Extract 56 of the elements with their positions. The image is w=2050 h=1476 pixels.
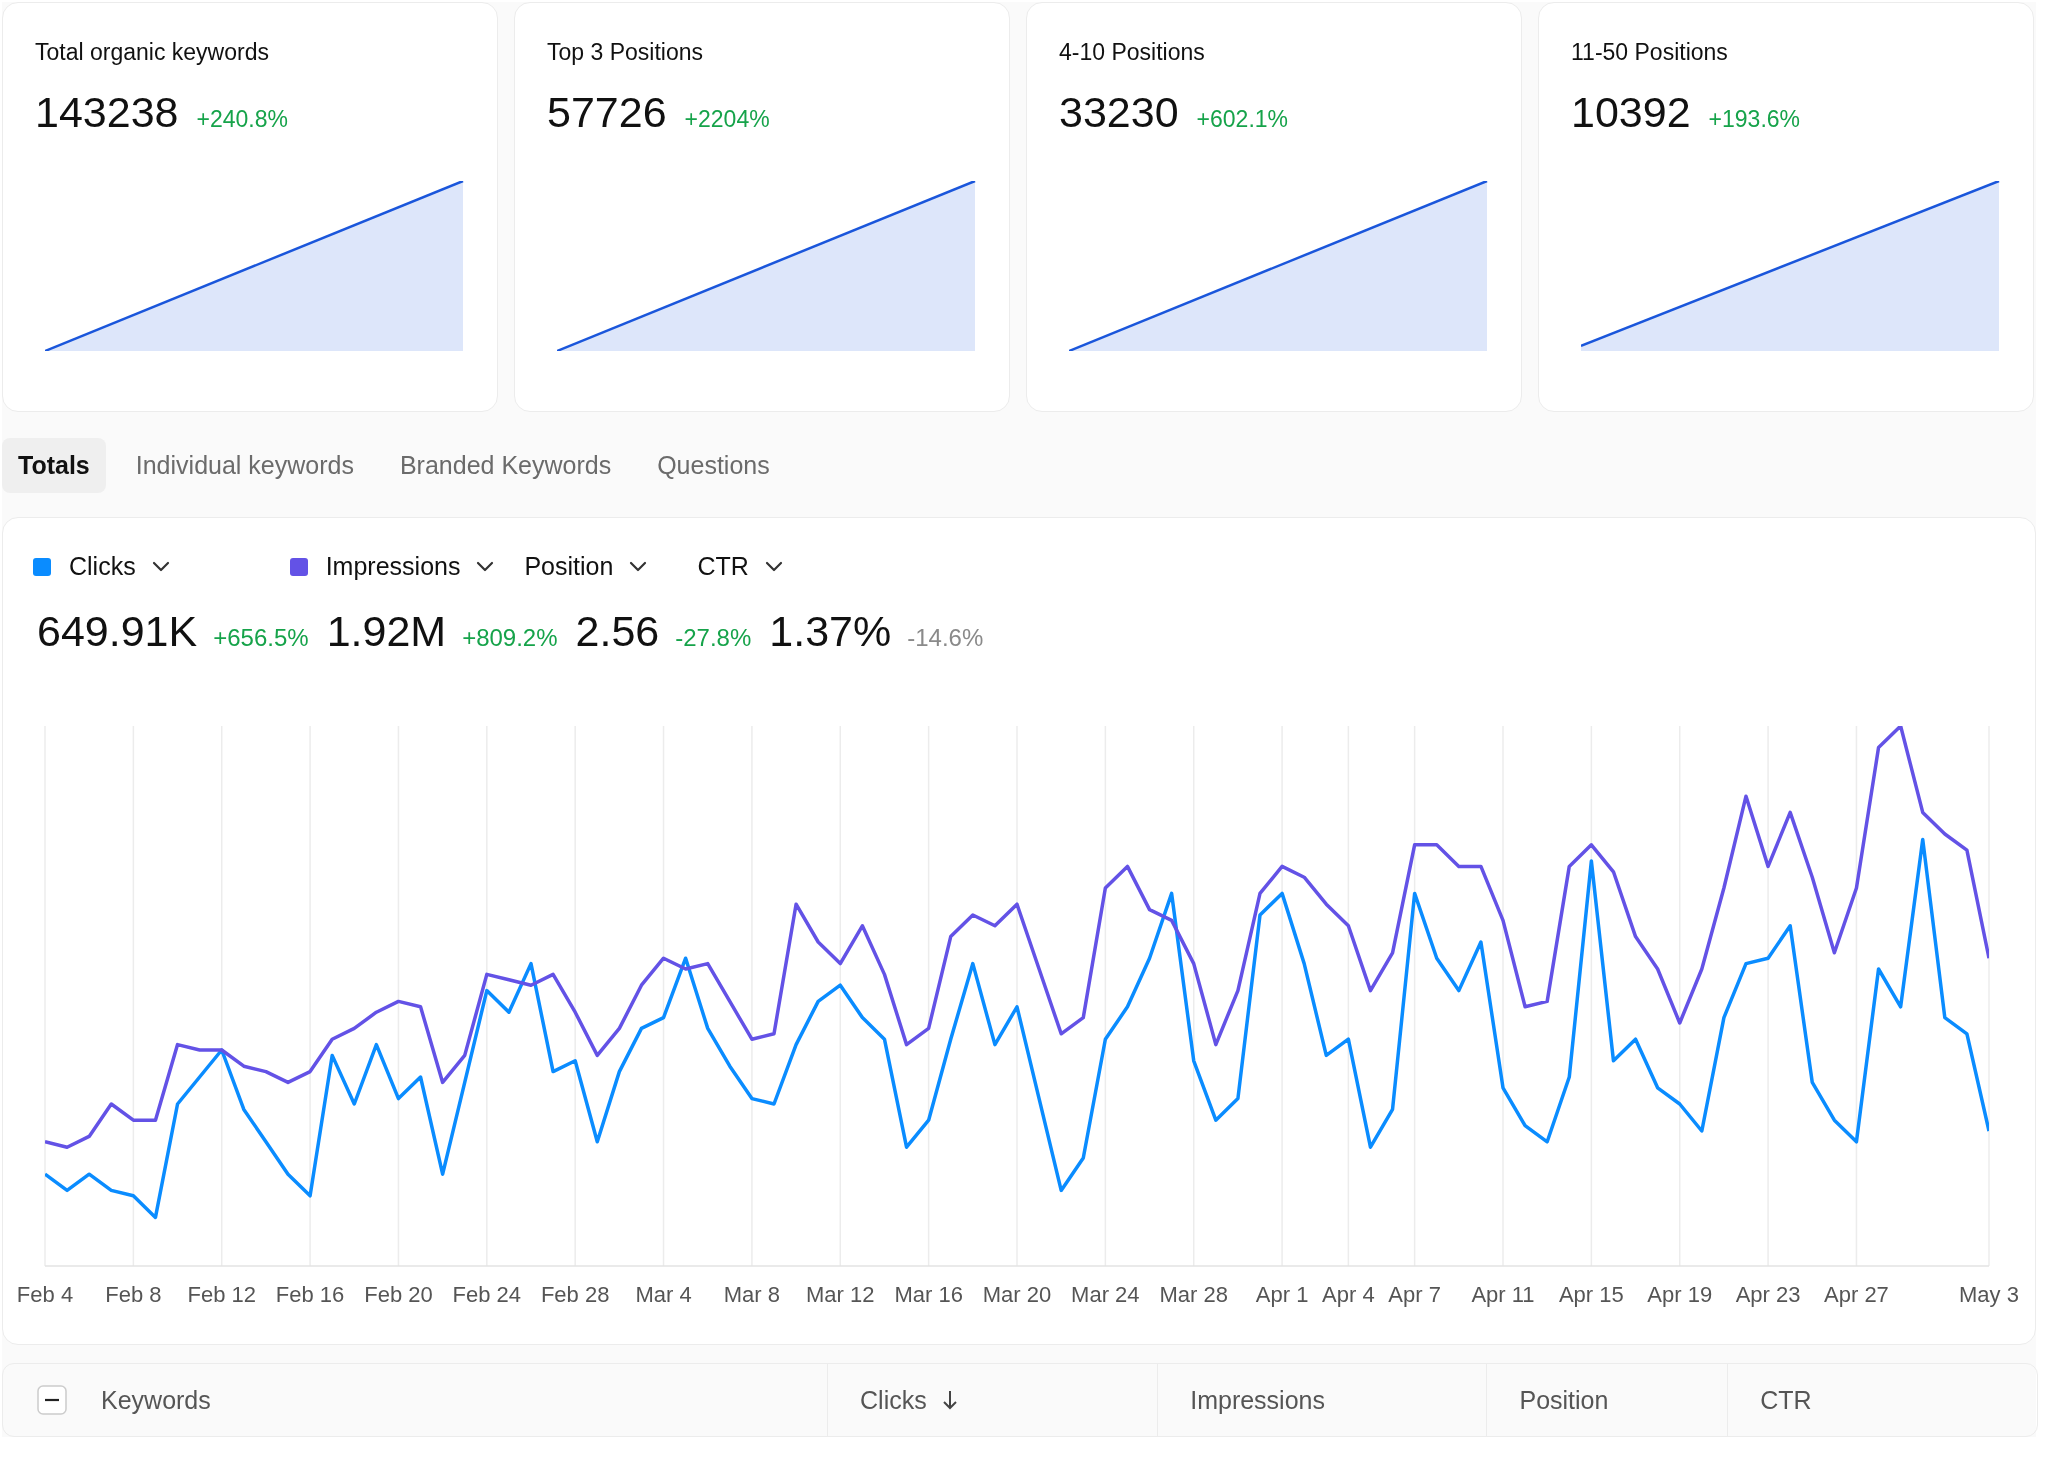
text: +193.6% bbox=[1708, 106, 1801, 133]
x-tick-label: Apr 4 bbox=[1322, 1281, 1375, 1307]
x-tick-label: Mar 20 bbox=[982, 1281, 1052, 1307]
text: 1.37% bbox=[769, 607, 892, 656]
x-tick-label: Feb 24 bbox=[452, 1281, 522, 1307]
text: +2204% bbox=[684, 106, 770, 133]
text: 649.91K bbox=[37, 607, 198, 656]
text: Questions bbox=[656, 450, 771, 481]
text: 33230 bbox=[1059, 88, 1179, 137]
text: Totals bbox=[2, 438, 106, 493]
x-tick-label: Feb 12 bbox=[187, 1281, 256, 1307]
x-tick-label: Feb 16 bbox=[275, 1281, 345, 1307]
text: +809.2% bbox=[462, 624, 558, 652]
x-tick-label: Apr 23 bbox=[1735, 1281, 1801, 1307]
text: Branded Keywords bbox=[398, 450, 613, 481]
x-tick-label: Apr 11 bbox=[1471, 1281, 1535, 1307]
text: +602.1% bbox=[1196, 106, 1289, 133]
x-tick-label: Mar 16 bbox=[894, 1281, 963, 1307]
text: 2.56 bbox=[575, 607, 660, 656]
text: +240.8% bbox=[196, 106, 288, 133]
x-tick-label: Feb 20 bbox=[364, 1281, 433, 1307]
chart-title: 11-50 Positions bbox=[1571, 39, 1729, 66]
text: Individual keywords bbox=[134, 450, 355, 481]
x-tick-label: May 3 bbox=[1959, 1281, 2019, 1307]
x-tick-label: Apr 1 bbox=[1255, 1281, 1309, 1307]
text: Position bbox=[524, 552, 614, 581]
text: 10392 bbox=[1571, 88, 1691, 137]
text: +656.5% bbox=[213, 624, 309, 652]
text: -27.8% bbox=[675, 624, 752, 652]
legend-label: Clicks bbox=[69, 552, 136, 581]
chart-title: Top 3 Positions bbox=[547, 39, 704, 66]
x-tick-label: Feb 4 bbox=[16, 1281, 74, 1307]
chart-title: 4-10 Positions bbox=[1059, 39, 1206, 66]
text: Position bbox=[1519, 1385, 1609, 1415]
x-tick-label: Mar 24 bbox=[1071, 1281, 1140, 1307]
x-tick-label: Mar 4 bbox=[635, 1281, 692, 1307]
x-tick-label: Mar 12 bbox=[806, 1281, 875, 1307]
x-tick-label: Mar 28 bbox=[1159, 1281, 1228, 1307]
x-tick-label: Feb 8 bbox=[105, 1281, 162, 1307]
x-tick-label: Apr 7 bbox=[1388, 1281, 1441, 1307]
legend-label: Impressions bbox=[325, 552, 461, 581]
x-tick-label: Apr 19 bbox=[1647, 1281, 1713, 1307]
chart-title: Total organic keywords bbox=[35, 39, 270, 66]
x-tick-label: Apr 27 bbox=[1824, 1281, 1889, 1307]
text: 1.92M bbox=[326, 607, 447, 656]
x-tick-label: Feb 28 bbox=[540, 1281, 610, 1307]
text: Keywords bbox=[101, 1385, 211, 1415]
text: -14.6% bbox=[907, 624, 984, 652]
text: CTR bbox=[1760, 1385, 1812, 1415]
x-tick-label: Mar 8 bbox=[723, 1281, 781, 1307]
text: 143238 bbox=[35, 88, 179, 137]
text: Clicks bbox=[860, 1385, 927, 1415]
text: Impressions bbox=[1190, 1385, 1325, 1415]
text: 57726 bbox=[547, 88, 667, 137]
x-tick-label: Apr 15 bbox=[1558, 1281, 1624, 1307]
text: CTR bbox=[697, 552, 749, 581]
